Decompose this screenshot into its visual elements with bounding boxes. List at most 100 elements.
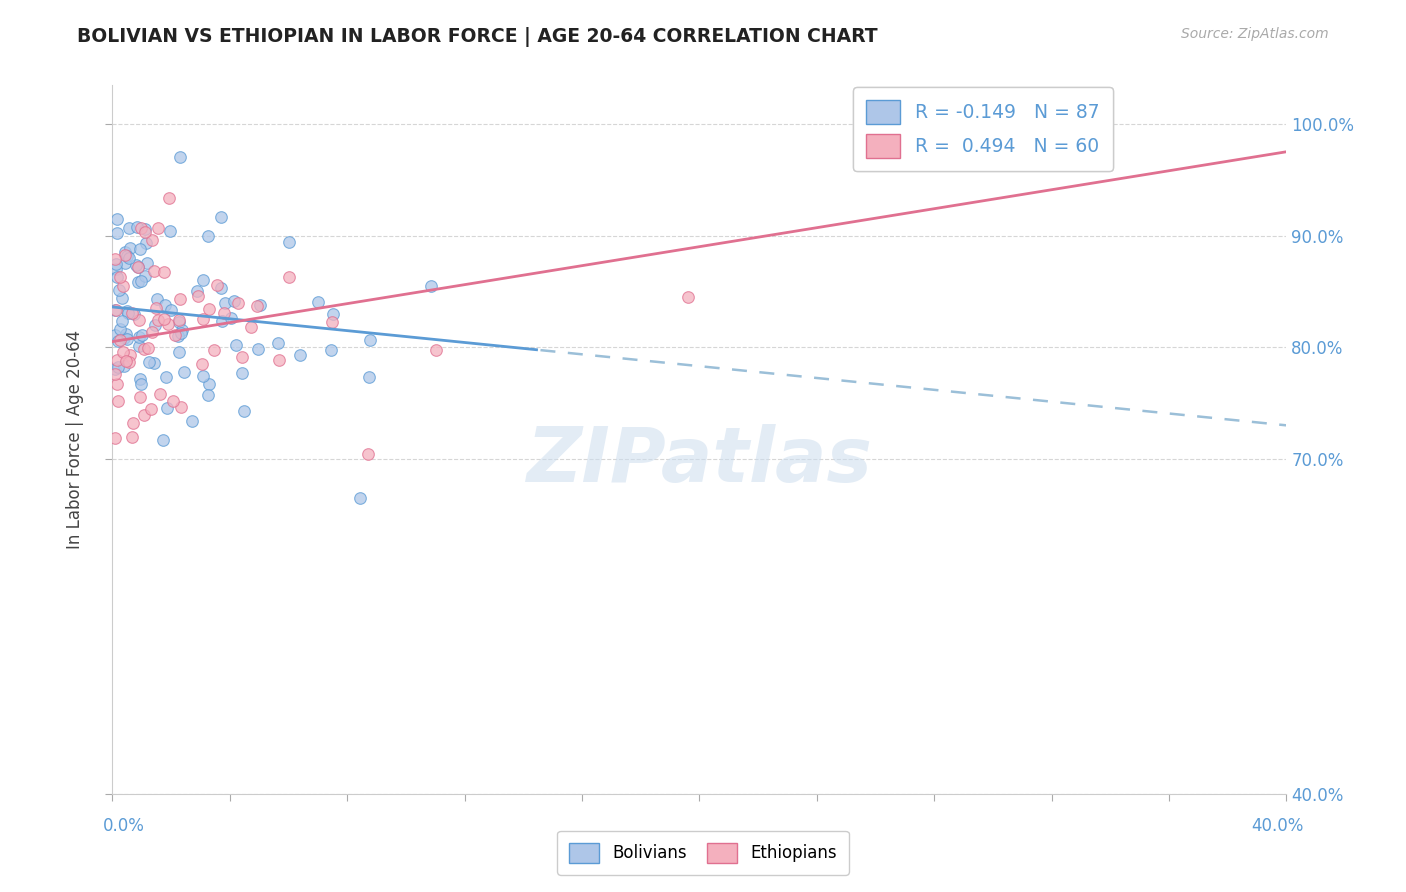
Point bbox=[128, 330, 150, 344]
Point bbox=[115, 354, 138, 368]
Point bbox=[118, 252, 141, 266]
Point bbox=[118, 241, 141, 255]
Point bbox=[107, 394, 129, 409]
Point bbox=[142, 263, 165, 277]
Point bbox=[105, 376, 128, 391]
Point bbox=[117, 305, 139, 319]
Point bbox=[121, 430, 143, 444]
Point bbox=[159, 224, 181, 238]
Point bbox=[167, 313, 190, 327]
Point bbox=[107, 360, 129, 375]
Point bbox=[143, 356, 166, 370]
Point bbox=[359, 333, 381, 347]
Point bbox=[104, 368, 127, 382]
Point bbox=[107, 226, 129, 240]
Point bbox=[267, 353, 290, 368]
Point bbox=[104, 303, 127, 318]
Point bbox=[131, 376, 153, 391]
Point bbox=[153, 265, 176, 279]
Point bbox=[115, 249, 138, 263]
Point bbox=[107, 352, 129, 367]
Point bbox=[222, 294, 245, 309]
Point bbox=[221, 310, 243, 325]
Point bbox=[104, 328, 127, 343]
Point bbox=[146, 313, 169, 327]
Point bbox=[107, 334, 129, 349]
Point bbox=[125, 219, 148, 234]
Point bbox=[197, 229, 219, 244]
Point bbox=[127, 260, 149, 275]
Point bbox=[135, 235, 157, 250]
Text: BOLIVIAN VS ETHIOPIAN IN LABOR FORCE | AGE 20-64 CORRELATION CHART: BOLIVIAN VS ETHIOPIAN IN LABOR FORCE | A… bbox=[77, 27, 877, 46]
Legend: Bolivians, Ethiopians: Bolivians, Ethiopians bbox=[557, 831, 849, 875]
Point bbox=[676, 290, 699, 304]
Point bbox=[191, 312, 214, 326]
Point bbox=[159, 303, 181, 318]
Point bbox=[212, 306, 235, 320]
Point bbox=[162, 394, 184, 409]
Point bbox=[214, 295, 236, 310]
Point bbox=[134, 226, 156, 240]
Point bbox=[247, 342, 270, 356]
Point bbox=[307, 294, 329, 309]
Point bbox=[111, 279, 134, 293]
Point bbox=[181, 414, 204, 428]
Point bbox=[155, 298, 177, 312]
Point bbox=[125, 258, 148, 272]
Point bbox=[155, 369, 177, 384]
Point bbox=[170, 326, 193, 340]
Point bbox=[128, 372, 150, 386]
Point bbox=[152, 433, 174, 447]
Point bbox=[128, 339, 150, 353]
Point bbox=[277, 235, 299, 249]
Point bbox=[246, 299, 269, 313]
Point bbox=[108, 283, 131, 297]
Point bbox=[288, 348, 311, 362]
Point bbox=[129, 390, 152, 404]
Point bbox=[136, 341, 159, 355]
Point bbox=[129, 221, 152, 235]
Point bbox=[111, 291, 134, 305]
Point bbox=[118, 348, 141, 362]
Point bbox=[149, 386, 172, 401]
Point bbox=[228, 296, 250, 310]
Point bbox=[121, 305, 143, 319]
Point bbox=[198, 301, 221, 316]
Text: 40.0%: 40.0% bbox=[1251, 817, 1303, 835]
Point bbox=[231, 366, 253, 380]
Point bbox=[131, 274, 153, 288]
Point bbox=[209, 281, 232, 295]
Point bbox=[127, 260, 149, 275]
Point bbox=[239, 320, 262, 334]
Point bbox=[146, 292, 169, 306]
Point bbox=[139, 402, 162, 417]
Text: Source: ZipAtlas.com: Source: ZipAtlas.com bbox=[1181, 27, 1329, 41]
Point bbox=[191, 357, 214, 371]
Point bbox=[267, 336, 290, 351]
Point bbox=[157, 191, 180, 205]
Point bbox=[278, 269, 301, 284]
Point bbox=[232, 404, 254, 418]
Point bbox=[225, 338, 247, 352]
Point bbox=[135, 255, 157, 269]
Point bbox=[191, 369, 214, 384]
Point bbox=[122, 416, 145, 430]
Point bbox=[141, 326, 163, 340]
Point bbox=[249, 297, 271, 311]
Point bbox=[207, 278, 229, 293]
Point bbox=[104, 257, 127, 271]
Point bbox=[165, 328, 187, 343]
Point bbox=[169, 345, 191, 359]
Point bbox=[105, 303, 128, 318]
Point bbox=[134, 268, 156, 283]
Point bbox=[198, 376, 221, 391]
Point bbox=[209, 210, 232, 224]
Point bbox=[112, 331, 135, 345]
Point bbox=[231, 350, 253, 364]
Point bbox=[108, 322, 131, 336]
Point bbox=[134, 221, 156, 235]
Point bbox=[114, 248, 136, 262]
Point bbox=[145, 301, 167, 316]
Point bbox=[321, 315, 343, 329]
Point bbox=[115, 327, 138, 342]
